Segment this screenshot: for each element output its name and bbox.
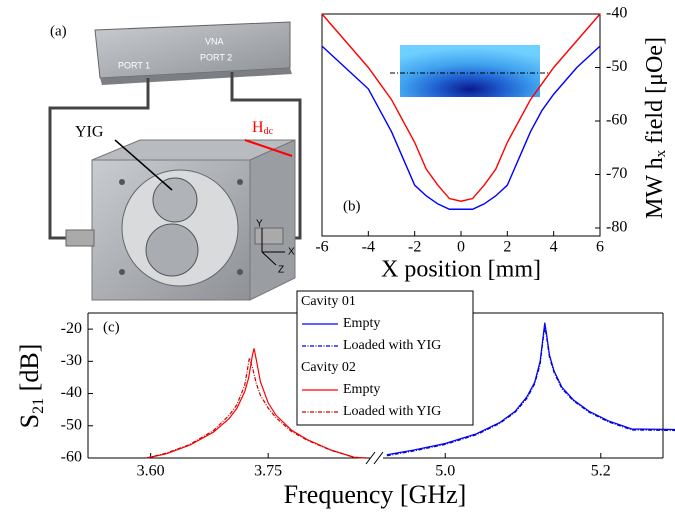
axis-label-part: 21 (30, 398, 47, 414)
connector (65, 229, 95, 247)
y-tick-label: -30 (61, 352, 82, 369)
axis-z: Z (278, 265, 284, 276)
y-tick-label: -60 (606, 112, 627, 129)
axis-label-part: S (15, 414, 44, 428)
x-tick-label: 5.0 (435, 463, 455, 480)
y-tick-label: -50 (606, 58, 627, 75)
yig-label: YIG (75, 124, 104, 141)
axis-break (365, 451, 376, 465)
post (145, 223, 199, 277)
x-tick-label: -6 (315, 239, 328, 256)
axis-label: S21 [dB] (15, 344, 47, 429)
y-tick-label: -70 (606, 165, 627, 182)
x-tick-label: 4 (550, 239, 558, 256)
axis-break (373, 451, 384, 465)
legend-entry: Empty (343, 316, 380, 331)
yig-sphere-holder (152, 177, 198, 223)
legend-box (296, 290, 474, 426)
x-axis-label: Frequency [GHz] (284, 480, 467, 509)
x-tick-label: 6 (596, 239, 604, 256)
field-arrow (244, 139, 293, 157)
data-line (146, 348, 367, 459)
legend-entry: Empty (343, 382, 380, 397)
y-tick-label: -40 (61, 384, 82, 401)
axis-y: Y (256, 219, 263, 230)
x-tick-label: 2 (503, 239, 511, 256)
panel-label: (c) (103, 319, 120, 335)
yig-pointer (114, 139, 173, 191)
x-tick-label: 3.60 (137, 463, 165, 480)
cavity-side (249, 139, 296, 301)
connector (254, 227, 284, 245)
axis-x: X (288, 247, 295, 258)
data-line (321, 45, 601, 210)
legend-group: Cavity 02 (301, 360, 356, 375)
y-tick-label: -40 (606, 5, 627, 22)
y-tick-label: -80 (606, 219, 627, 236)
axis-label-part: x (653, 149, 669, 157)
cable (48, 78, 150, 240)
vna-label: VNA (205, 36, 224, 46)
y-tick-label: -60 (61, 449, 82, 466)
panel-label: (a) (50, 23, 67, 39)
y-tick-label: -50 (61, 416, 82, 433)
legend-entry: Loaded with YIG (343, 404, 441, 419)
legend-group: Cavity 01 (301, 294, 356, 309)
illustration: (a) VNA PORT 1 PORT 2 YIG Hdc Y X Z (48, 21, 302, 301)
axis-label: MW hx field [μOe] (642, 37, 670, 219)
legend-entry: Loaded with YIG (343, 338, 441, 353)
x-tick-label: 0 (457, 239, 465, 256)
x-tick-label: 3.75 (254, 463, 282, 480)
field-map-inset (400, 45, 540, 97)
x-tick-label: -4 (362, 239, 375, 256)
y-tick-label: -20 (61, 320, 82, 337)
panel-label: (b) (343, 198, 361, 214)
port-label: PORT 2 (200, 52, 232, 62)
axis-label-part: field [μOe] (642, 37, 668, 150)
port-label: PORT 1 (118, 60, 150, 70)
data-line (386, 327, 675, 457)
x-tick-label: 5.2 (591, 463, 611, 480)
data-line (146, 357, 367, 459)
data-line (321, 13, 601, 202)
x-axis-label: X position [mm] (381, 257, 541, 283)
axis-label-part: [dB] (15, 344, 44, 398)
field-label: Hdc (252, 119, 274, 138)
axis-label-part: MW h (642, 157, 668, 219)
x-tick-label: -2 (408, 239, 421, 256)
